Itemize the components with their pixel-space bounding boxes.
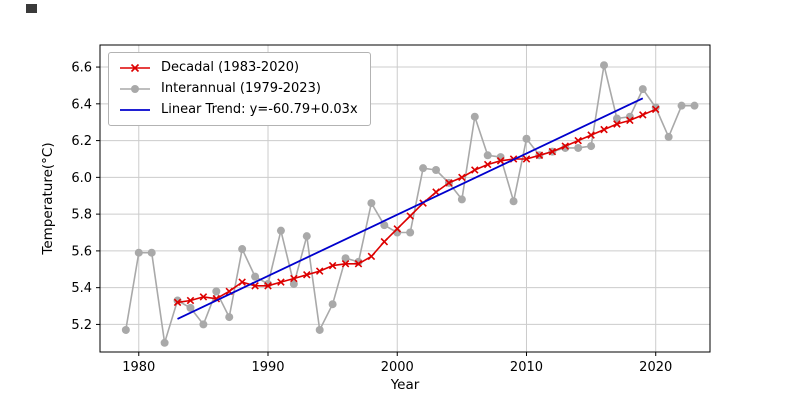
circle-marker-icon (131, 85, 139, 93)
interannual-line-swatch (120, 85, 150, 93)
svg-text:Temperature(°C): Temperature(°C) (40, 142, 56, 255)
svg-text:Year: Year (390, 377, 420, 393)
svg-text:6.2: 6.2 (71, 134, 92, 149)
svg-text:2020: 2020 (639, 360, 672, 375)
legend-label-trend: Linear Trend: y=-60.79+0.03x (161, 102, 358, 117)
legend-item-interannual: Interannual (1979-2023) (118, 81, 358, 97)
svg-text:6.0: 6.0 (71, 171, 92, 186)
legend-label-decadal: Decadal (1983-2020) (161, 60, 300, 75)
svg-text:6.4: 6.4 (71, 97, 92, 112)
svg-text:1990: 1990 (251, 360, 284, 375)
legend-label-interannual: Interannual (1979-2023) (161, 81, 321, 96)
svg-text:2000: 2000 (381, 360, 414, 375)
svg-text:6.6: 6.6 (71, 61, 92, 76)
svg-text:5.2: 5.2 (71, 318, 92, 333)
legend-item-trend: Linear Trend: y=-60.79+0.03x (118, 102, 358, 118)
svg-text:5.6: 5.6 (71, 244, 92, 259)
decadal-line-swatch (120, 63, 150, 73)
screen-artifact (26, 4, 37, 13)
svg-text:5.8: 5.8 (71, 208, 92, 223)
chart-legend: Decadal (1983-2020) Interannual (1979-20… (108, 52, 371, 126)
legend-item-decadal: Decadal (1983-2020) (118, 60, 358, 76)
svg-text:1980: 1980 (122, 360, 155, 375)
trend-line-swatch (120, 109, 150, 111)
svg-text:5.4: 5.4 (71, 281, 92, 296)
svg-text:2010: 2010 (510, 360, 543, 375)
x-marker-icon (130, 63, 140, 73)
